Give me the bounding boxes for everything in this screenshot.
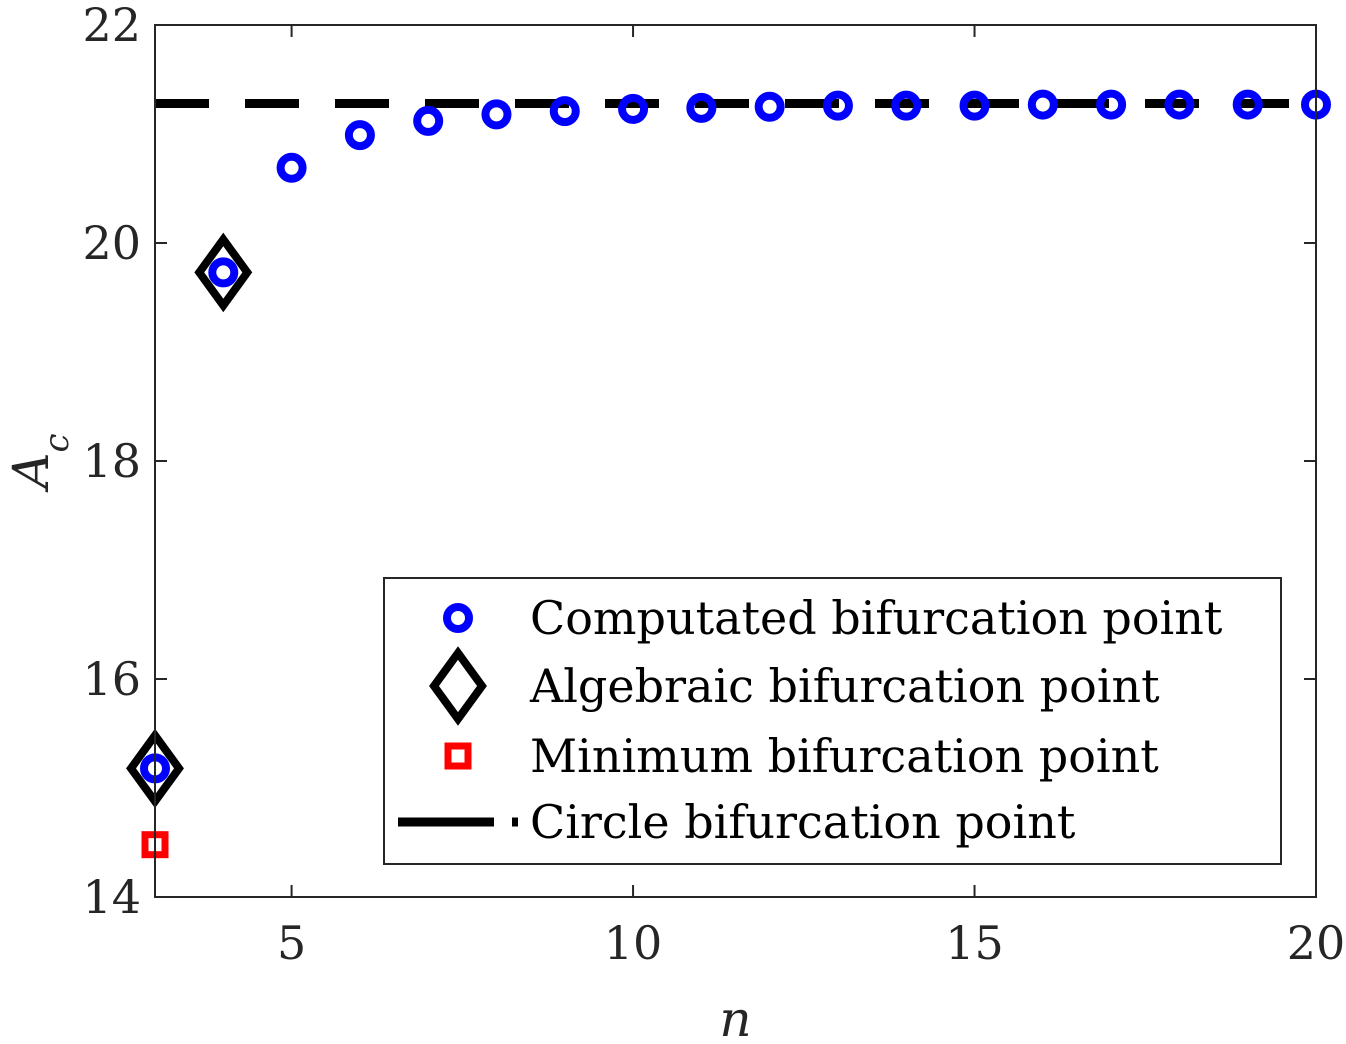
y-axis-label: Ac xyxy=(2,433,77,492)
computed-point xyxy=(344,120,375,151)
y-tick-label: 14 xyxy=(82,870,141,924)
algebraic-point xyxy=(194,232,253,313)
y-tick-label: 18 xyxy=(82,434,141,488)
tick-labels: 5 10 15 20 14 16 18 20 22 xyxy=(82,0,1345,970)
y-tick-label: 20 xyxy=(82,216,141,270)
y-axis-label-main: A xyxy=(2,452,60,492)
legend-icon-minimum xyxy=(444,742,472,770)
y-axis-label-subscript: c xyxy=(37,433,77,452)
computed-point xyxy=(1027,89,1058,120)
svg-text:Ac: Ac xyxy=(2,433,77,492)
x-tick-label: 15 xyxy=(945,916,1004,970)
computed-point xyxy=(686,92,717,123)
computed-point xyxy=(1096,89,1127,120)
legend-icon-algebraic xyxy=(429,646,487,726)
x-tick-label: 10 xyxy=(604,916,663,970)
x-tick-label: 5 xyxy=(277,916,306,970)
computed-point xyxy=(891,90,922,121)
legend-label: Circle bifurcation point xyxy=(530,795,1076,849)
legend-label: Computated bifurcation point xyxy=(530,591,1223,645)
y-tick-label: 22 xyxy=(82,0,141,52)
legend: Computated bifurcation point Algebraic bi… xyxy=(383,577,1282,865)
computed-point xyxy=(413,105,444,136)
computed-point xyxy=(618,93,649,124)
computed-point xyxy=(822,90,853,121)
computed-point xyxy=(1164,89,1195,120)
computed-point xyxy=(959,90,990,121)
legend-box xyxy=(383,577,1282,865)
computed-point xyxy=(276,152,307,183)
computed-point xyxy=(481,99,512,130)
computed-point xyxy=(754,91,785,122)
computed-point xyxy=(208,257,239,288)
x-tick-label: 20 xyxy=(1287,916,1346,970)
plot-frame xyxy=(154,24,1317,898)
legend-label: Minimum bifurcation point xyxy=(530,729,1159,783)
computed-point xyxy=(549,96,580,127)
computed-point xyxy=(1232,89,1263,120)
x-axis-label: n xyxy=(719,990,751,1044)
legend-label: Algebraic bifurcation point xyxy=(529,659,1160,713)
legend-icon-computed xyxy=(443,603,473,633)
y-tick-label: 16 xyxy=(82,652,141,706)
